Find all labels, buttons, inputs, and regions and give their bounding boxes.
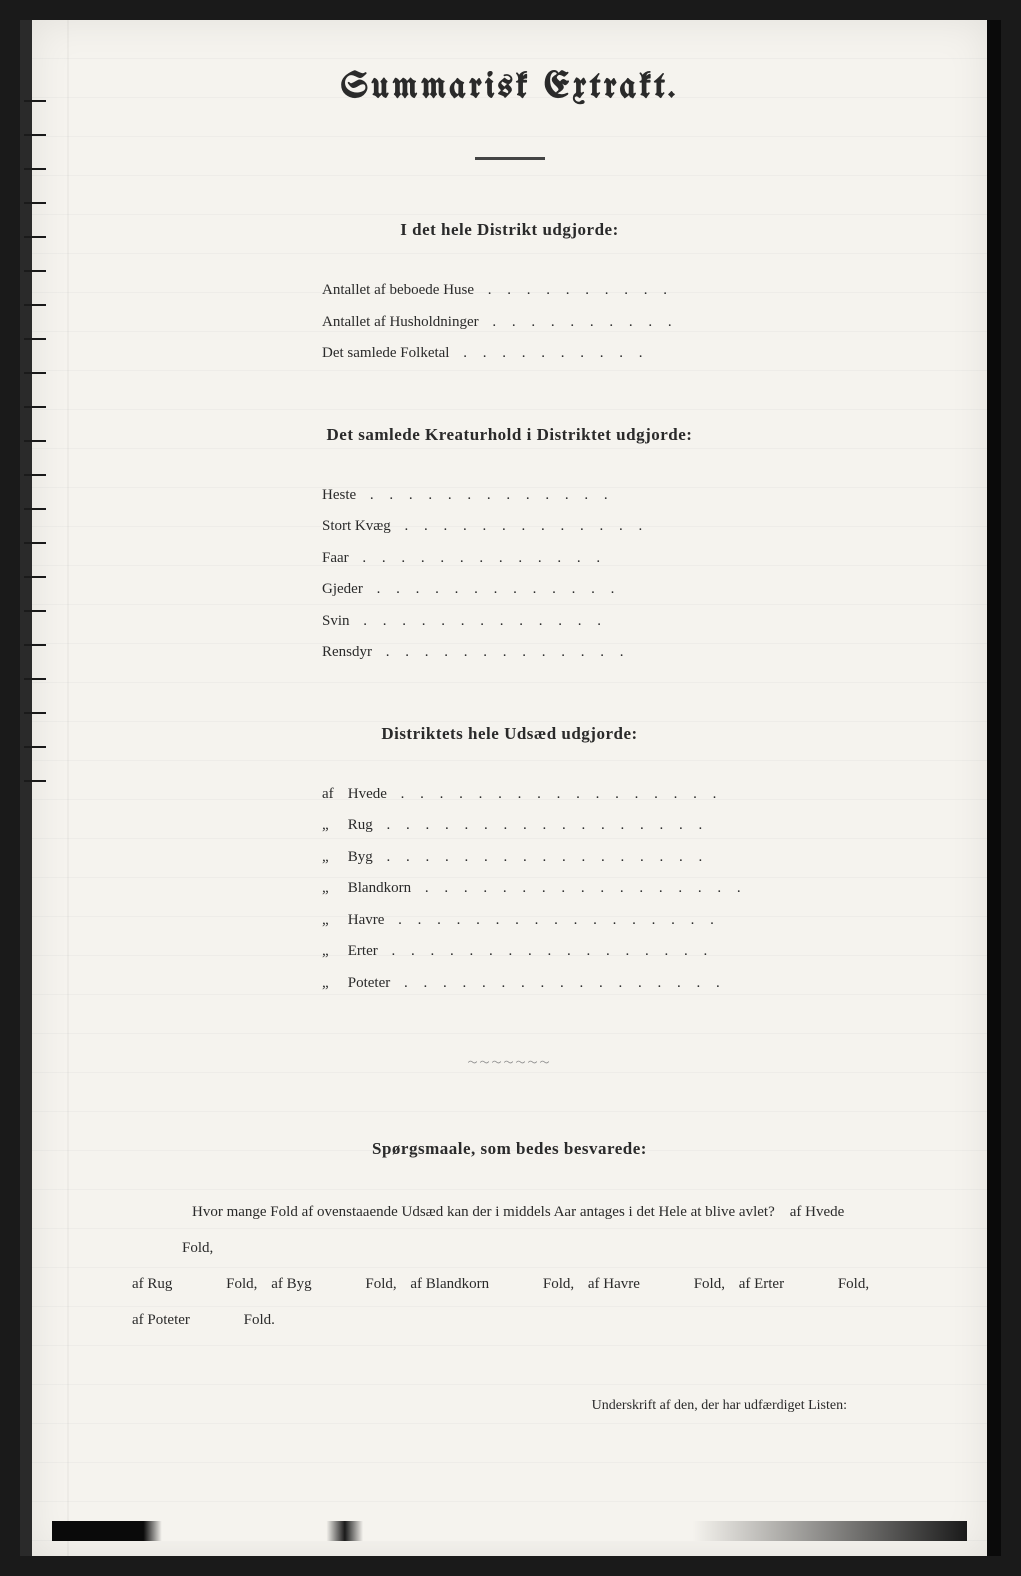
fold-suffix: Fold. xyxy=(244,1312,275,1328)
prefix: af xyxy=(322,779,344,811)
fold-suffix: Fold, xyxy=(182,1240,213,1256)
dot-leader: . . . . . . . . . . . . . . . . . xyxy=(401,786,723,802)
title-rule xyxy=(475,157,545,160)
signature-label: Underskrift af den, der har udfærdiget L… xyxy=(92,1398,847,1414)
section-heading: Det samlede Kreaturhold i Distriktet udg… xyxy=(92,425,927,445)
list-item: „ Blandkorn . . . . . . . . . . . . . . … xyxy=(322,873,747,905)
list-item: Det samlede Folketal . . . . . . . . . . xyxy=(322,338,747,370)
dot-leader: . . . . . . . . . . . . . xyxy=(405,518,649,534)
dot-leader: . . . . . . . . . . . . . xyxy=(370,487,614,503)
item-label: Svin xyxy=(322,613,350,629)
fold-suffix: Fold, xyxy=(543,1276,574,1292)
question-block: Hvor mange Fold af ovenstaaende Udsæd ka… xyxy=(132,1194,887,1338)
fold-suffix: Fold, xyxy=(226,1276,257,1292)
item-label: Havre xyxy=(348,912,385,928)
fold-item: af Blandkorn xyxy=(410,1276,489,1292)
dot-leader: . . . . . . . . . . . . . . . . . xyxy=(425,880,747,896)
dot-leader: . . . . . . . . . . . . . xyxy=(362,550,606,566)
list-item: „ Byg . . . . . . . . . . . . . . . . . xyxy=(322,842,747,874)
item-label: Antallet af Husholdninger xyxy=(322,314,479,330)
fold-item: af Rug xyxy=(132,1276,172,1292)
list-item: Gjeder . . . . . . . . . . . . . xyxy=(322,574,747,606)
item-label: Rug xyxy=(348,817,373,833)
section-questions: Spørgsmaale, som bedes besvarede: Hvor m… xyxy=(92,1139,927,1338)
dot-leader: . . . . . . . . . . . . . . . . . xyxy=(404,975,726,991)
dot-leader: . . . . . . . . . . xyxy=(463,345,648,361)
item-label: Antallet af beboede Huse xyxy=(322,282,474,298)
dot-leader: . . . . . . . . . . . . . . . . . xyxy=(387,817,709,833)
item-label: Stort Kvæg xyxy=(322,518,391,534)
item-label: Gjeder xyxy=(322,581,363,597)
dot-leader: . . . . . . . . . . xyxy=(492,314,677,330)
list-item: „ Rug . . . . . . . . . . . . . . . . . xyxy=(322,810,747,842)
list-item: „ Erter . . . . . . . . . . . . . . . . … xyxy=(322,936,747,968)
fold-item: af Havre xyxy=(588,1276,640,1292)
fold-item: af Poteter xyxy=(132,1312,190,1328)
item-list: Heste . . . . . . . . . . . . . Stort Kv… xyxy=(322,480,747,669)
item-label: Det samlede Folketal xyxy=(322,345,449,361)
item-label: Faar xyxy=(322,550,349,566)
list-item: Faar . . . . . . . . . . . . . xyxy=(322,543,747,575)
section-heading: I det hele Distrikt udgjorde: xyxy=(92,220,927,240)
dot-leader: . . . . . . . . . . . . . . . . . xyxy=(398,912,720,928)
list-item: Heste . . . . . . . . . . . . . xyxy=(322,480,747,512)
document-page: Summarisk Extrakt. I det hele Distrikt u… xyxy=(20,20,1001,1556)
page-title: Summarisk Extrakt. xyxy=(92,70,927,107)
item-list: Antallet af beboede Huse . . . . . . . .… xyxy=(322,275,747,370)
fold-suffix: Fold, xyxy=(365,1276,396,1292)
section-heading: Distriktets hele Udsæd udgjorde: xyxy=(92,724,927,744)
list-item: „ Havre . . . . . . . . . . . . . . . . … xyxy=(322,905,747,937)
fold-item: af Hvede xyxy=(790,1204,845,1220)
dot-leader: . . . . . . . . . . xyxy=(488,282,673,298)
list-item: „ Poteter . . . . . . . . . . . . . . . … xyxy=(322,968,747,1000)
dot-leader: . . . . . . . . . . . . . . . . . xyxy=(387,849,709,865)
margin-ticks xyxy=(32,100,44,814)
list-item: af Hvede . . . . . . . . . . . . . . . .… xyxy=(322,779,747,811)
ditto-mark: „ xyxy=(322,842,344,874)
section-livestock: Det samlede Kreaturhold i Distriktet udg… xyxy=(92,425,927,669)
item-label: Erter xyxy=(348,943,378,959)
ditto-mark: „ xyxy=(322,810,344,842)
item-label: Blandkorn xyxy=(348,880,411,896)
ditto-mark: „ xyxy=(322,905,344,937)
ditto-mark: „ xyxy=(322,873,344,905)
wavy-rule: ～～～～～～～ xyxy=(420,1054,600,1069)
item-label: Rensdyr xyxy=(322,644,372,660)
section-heading: Spørgsmaale, som bedes besvarede: xyxy=(92,1139,927,1159)
list-item: Antallet af Husholdninger . . . . . . . … xyxy=(322,307,747,339)
list-item: Stort Kvæg . . . . . . . . . . . . . xyxy=(322,511,747,543)
dot-leader: . . . . . . . . . . . . . . . . . xyxy=(391,943,713,959)
section-seed: Distriktets hele Udsæd udgjorde: af Hved… xyxy=(92,724,927,1000)
list-item: Svin . . . . . . . . . . . . . xyxy=(322,606,747,638)
section-district: I det hele Distrikt udgjorde: Antallet a… xyxy=(92,220,927,370)
item-label: Hvede xyxy=(348,786,387,802)
item-label: Poteter xyxy=(348,975,391,991)
fold-suffix: Fold, xyxy=(694,1276,725,1292)
item-label: Heste xyxy=(322,487,356,503)
fold-item: af Byg xyxy=(271,1276,311,1292)
dot-leader: . . . . . . . . . . . . . xyxy=(363,613,607,629)
ditto-mark: „ xyxy=(322,968,344,1000)
fold-suffix: Fold, xyxy=(838,1276,869,1292)
dot-leader: . . . . . . . . . . . . . xyxy=(386,644,630,660)
fold-item: af Erter xyxy=(739,1276,784,1292)
question-intro: Hvor mange Fold af ovenstaaende Udsæd ka… xyxy=(192,1204,775,1220)
dot-leader: . . . . . . . . . . . . . xyxy=(377,581,621,597)
list-item: Antallet af beboede Huse . . . . . . . .… xyxy=(322,275,747,307)
list-item: Rensdyr . . . . . . . . . . . . . xyxy=(322,637,747,669)
item-list: af Hvede . . . . . . . . . . . . . . . .… xyxy=(322,779,747,1000)
item-label: Byg xyxy=(348,849,373,865)
ditto-mark: „ xyxy=(322,936,344,968)
